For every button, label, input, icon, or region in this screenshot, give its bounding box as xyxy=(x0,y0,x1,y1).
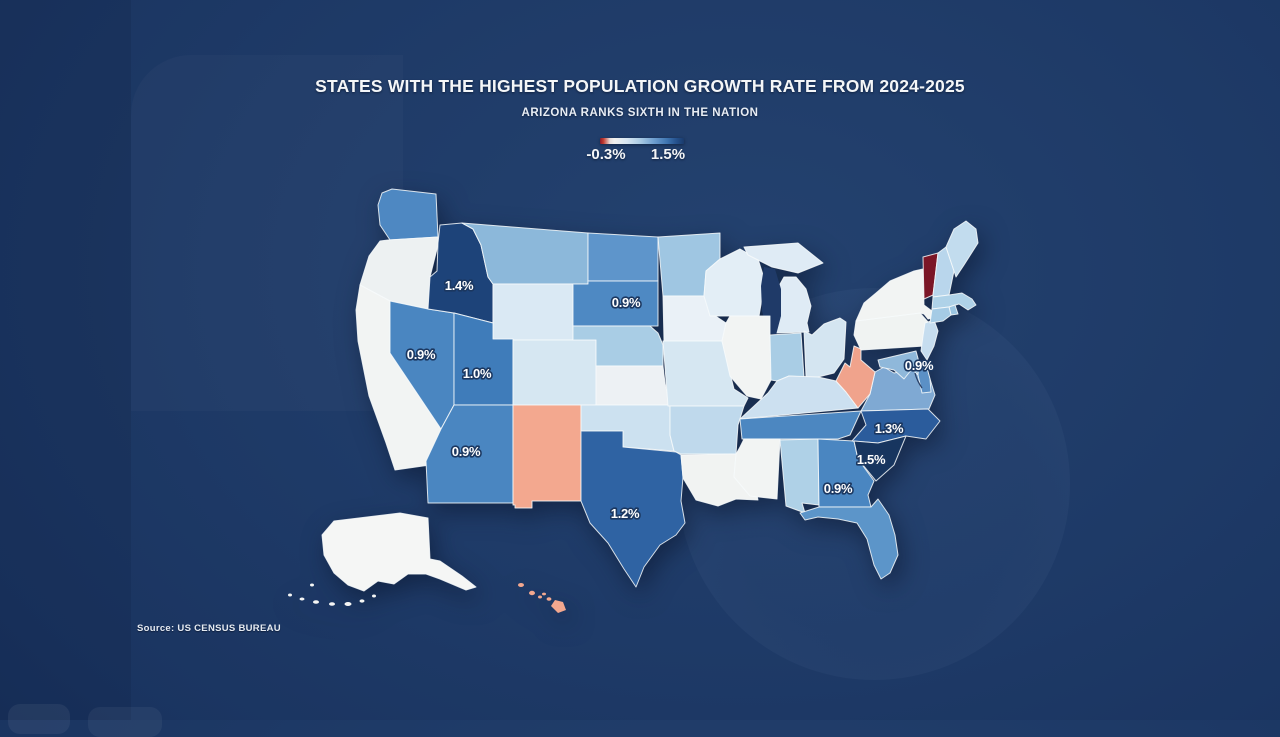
us-choropleth-map: 1.4% 0.9% 1.0% 0.9% 0.9% 1.2% 0.9% 1.3% … xyxy=(288,188,979,613)
background-shape-corner-glyph xyxy=(8,704,70,734)
state-texas xyxy=(580,430,686,588)
state-label-delaware: 0.9% xyxy=(905,358,934,373)
color-scale-min-label: -0.3% xyxy=(586,146,626,163)
state-label-utah: 1.0% xyxy=(463,366,492,381)
state-kentucky xyxy=(739,375,859,420)
state-florida xyxy=(799,498,899,580)
page-title: STATES WITH THE HIGHEST POPULATION GROWT… xyxy=(315,76,965,96)
map-labels-layer: 1.4% 0.9% 1.0% 0.9% 0.9% 1.2% 0.9% 1.3% … xyxy=(405,276,936,522)
state-label-south-dakota: 0.9% xyxy=(612,295,641,310)
state-maine xyxy=(945,220,979,278)
page-subtitle: ARIZONA RANKS SIXTH IN THE NATION xyxy=(521,107,759,119)
source-attribution: Source: US CENSUS BUREAU xyxy=(137,623,281,634)
state-label-georgia: 0.9% xyxy=(824,481,853,496)
state-label-arizona: 0.9% xyxy=(452,444,481,459)
state-new-mexico xyxy=(512,404,582,509)
state-tennessee xyxy=(739,410,862,440)
state-label-north-carolina: 1.3% xyxy=(875,421,904,436)
state-ohio xyxy=(803,317,847,378)
state-wyoming xyxy=(492,283,574,341)
state-kansas xyxy=(595,365,671,406)
state-delaware xyxy=(917,359,932,394)
state-connecticut xyxy=(929,306,952,324)
state-west-virginia xyxy=(835,345,876,409)
color-scale-gradient-bar xyxy=(600,138,684,144)
aleutian-islands xyxy=(288,583,376,606)
states-layer xyxy=(288,188,979,613)
state-alabama xyxy=(779,438,820,514)
state-illinois xyxy=(721,315,772,400)
state-michigan-upper xyxy=(743,242,824,274)
delaware-leader-line xyxy=(914,372,923,389)
state-arkansas xyxy=(669,405,745,455)
state-washington xyxy=(377,188,439,241)
state-label-nevada: 0.9% xyxy=(407,347,436,362)
state-maryland xyxy=(877,350,920,380)
state-indiana xyxy=(769,332,805,382)
background-shape-corner-glyph xyxy=(88,707,162,737)
broadcast-graphic: { "header": { "title": "STATES WITH THE … xyxy=(0,0,1280,720)
state-label-south-carolina: 1.5% xyxy=(857,452,886,467)
state-north-dakota xyxy=(587,232,659,282)
state-hawaii xyxy=(518,583,566,613)
state-label-texas: 1.2% xyxy=(611,506,640,521)
state-mississippi xyxy=(733,438,781,500)
color-scale-max-label: 1.5% xyxy=(650,146,686,163)
state-colorado xyxy=(512,339,597,406)
state-alaska xyxy=(321,512,477,592)
state-south-carolina xyxy=(853,435,907,482)
state-label-idaho: 1.4% xyxy=(445,278,474,293)
state-new-york xyxy=(855,268,950,322)
